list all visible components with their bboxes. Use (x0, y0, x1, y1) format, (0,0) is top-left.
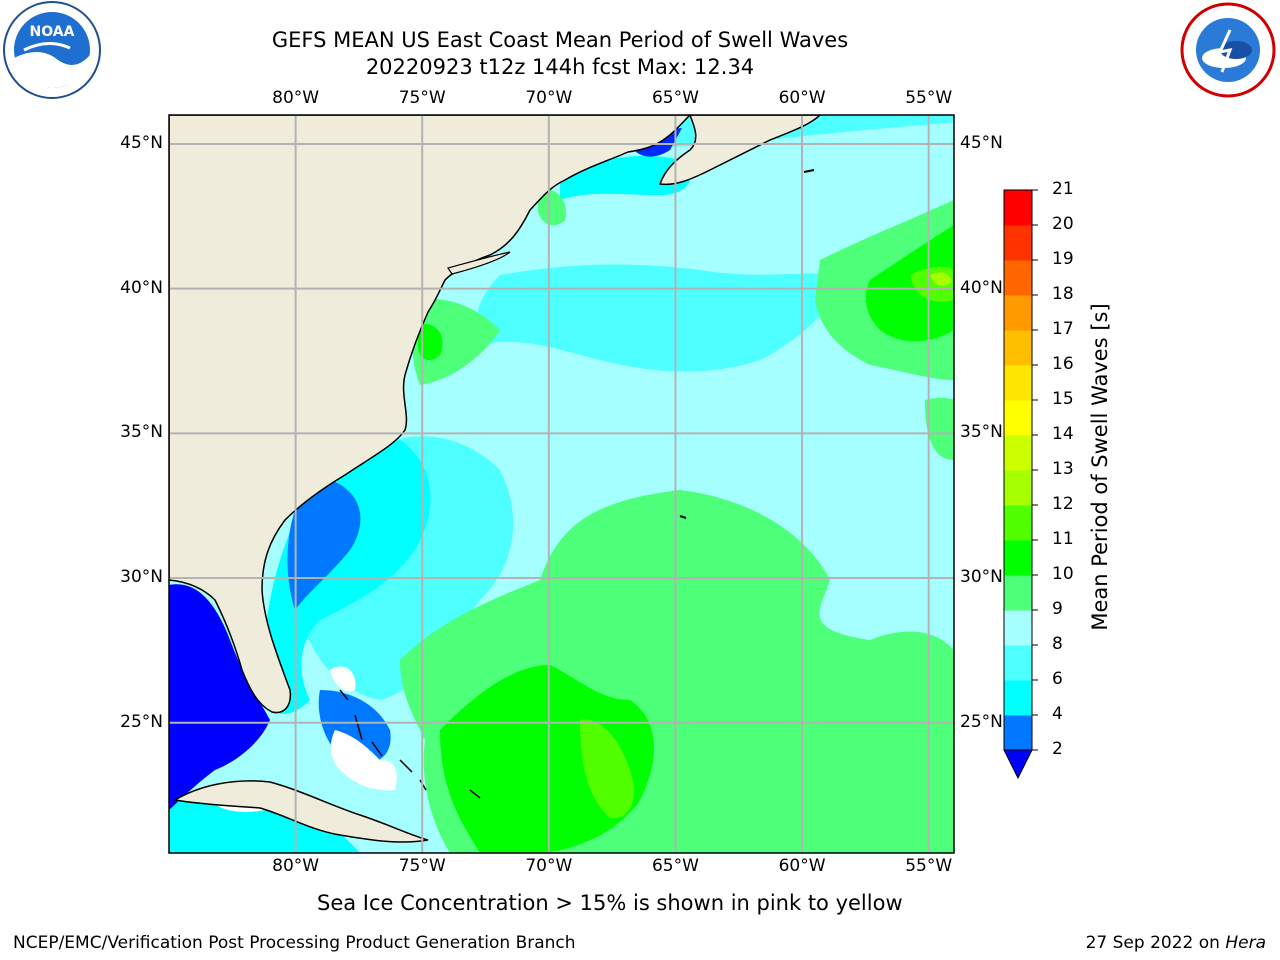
colorbar-segment-9 (1004, 400, 1032, 436)
field-gulf-low (169, 584, 270, 810)
lat-label-left-3: 30°N (120, 567, 163, 588)
colorbar-under-arrow (1003, 749, 1033, 780)
lat-label-right-1: 40°N (960, 277, 1003, 298)
colorbar-tick-label-2: 6 (1052, 669, 1063, 689)
lon-label-bottom-2: 70°W (525, 856, 573, 876)
colorbar-tick-label-6: 11 (1052, 529, 1074, 549)
colorbar-tick-label-13: 18 (1052, 284, 1074, 304)
colorbar (1003, 189, 1038, 780)
lon-label-bottom-3: 65°W (651, 856, 699, 876)
field-11-12s-south (580, 719, 634, 819)
colorbar-tick-label-9: 14 (1052, 424, 1074, 444)
colorbar-segment-7 (1004, 470, 1032, 506)
colorbar-tick-label-11: 16 (1052, 354, 1074, 374)
gridlines (169, 115, 954, 853)
land-bermuda (679, 515, 687, 519)
svg-text:NOAA: NOAA (30, 24, 75, 40)
colorbar-segment-5 (1004, 540, 1032, 576)
lon-label-top-0: 80°W (272, 88, 320, 108)
colorbar-tick-label-16: 21 (1052, 179, 1074, 199)
colorbar-tick-label-0: 2 (1052, 739, 1063, 759)
lon-label-top-5: 55°W (905, 88, 953, 108)
land-bahamas (339, 689, 481, 799)
field-4-6s-gulf (169, 790, 360, 853)
lat-label-left-2: 35°N (120, 422, 163, 443)
colorbar-segment-11 (1004, 330, 1032, 366)
colorbar-segment-8 (1004, 435, 1032, 471)
field-10-11s-virginia (418, 324, 443, 361)
colorbar-tick-label-7: 12 (1052, 494, 1074, 514)
noaa-logo: NOAA (0, 0, 104, 100)
lon-label-bottom-0: 80°W (272, 856, 320, 876)
map-frame (168, 114, 955, 854)
colorbar-segment-3 (1004, 610, 1032, 646)
colorbar-segment-4 (1004, 575, 1032, 611)
colorbar-segment-10 (1004, 365, 1032, 401)
footer-date: 27 Sep 2022 on Hera (1086, 933, 1266, 953)
field-9-10s-capecod (538, 189, 566, 226)
sea-ice-note: Sea Ice Concentration > 15% is shown in … (317, 891, 903, 915)
colorbar-segment-13 (1004, 260, 1032, 296)
lat-label-left-4: 25°N (120, 711, 163, 732)
colorbar-tick-label-15: 20 (1052, 214, 1074, 234)
lat-label-right-3: 30°N (960, 567, 1003, 588)
colorbar-segment-1 (1004, 680, 1032, 716)
field-6-8s-band (476, 264, 850, 372)
colorbar-tick-label-12: 17 (1052, 319, 1074, 339)
footer-credit: NCEP/EMC/Verification Post Processing Pr… (13, 933, 576, 953)
land-cuba (172, 780, 429, 843)
chart-title: GEFS MEAN US East Coast Mean Period of S… (271, 28, 849, 52)
land-sable-island (803, 169, 815, 173)
lat-label-left-0: 45°N (120, 132, 163, 153)
lat-label-right-2: 35°N (960, 422, 1003, 443)
nws-logo (1176, 0, 1280, 100)
colorbar-segment-14 (1004, 225, 1032, 261)
colorbar-tick-label-5: 10 (1052, 564, 1074, 584)
land-north-america (169, 115, 692, 714)
colorbar-tick-label-3: 8 (1052, 634, 1063, 654)
colorbar-segment-0 (1004, 715, 1032, 751)
lon-label-top-4: 60°W (778, 88, 826, 108)
lat-label-left-1: 40°N (120, 277, 163, 298)
field-below-range-bahamas (330, 730, 397, 791)
lon-label-top-3: 65°W (651, 88, 699, 108)
lat-label-right-0: 45°N (960, 132, 1003, 153)
colorbar-segment-6 (1004, 505, 1032, 541)
lat-label-right-4: 25°N (960, 711, 1003, 732)
colorbar-tick-label-8: 13 (1052, 459, 1074, 479)
lon-label-top-1: 75°W (398, 88, 446, 108)
field-below-range-florida (330, 666, 356, 692)
land-maritimes (658, 115, 822, 186)
colorbar-tick-label-14: 19 (1052, 249, 1074, 269)
field-10-11s-northeast (865, 225, 954, 342)
colorbar-segment-12 (1004, 295, 1032, 331)
colorbar-segment-15 (1004, 190, 1032, 226)
lon-label-top-2: 70°W (525, 88, 573, 108)
field-9-10s-virginia (412, 299, 500, 385)
footer-host: Hera (1225, 933, 1266, 953)
lon-label-bottom-1: 75°W (398, 856, 446, 876)
footer-date-text: 27 Sep 2022 on (1085, 933, 1226, 953)
chart-subtitle: 20220923 t12z 144h fcst Max: 12.34 (365, 55, 755, 79)
colorbar-tick-label-10: 15 (1052, 389, 1074, 409)
colorbar-tick-label-4: 9 (1052, 599, 1063, 619)
land-long-island (447, 251, 511, 275)
field-12-13s-max (930, 272, 952, 286)
lon-label-bottom-4: 60°W (778, 856, 826, 876)
colorbar-tick-label-1: 4 (1052, 704, 1063, 724)
lon-label-bottom-5: 55°W (905, 856, 953, 876)
colorbar-segment-2 (1004, 645, 1032, 681)
colorbar-label: Mean Period of Swell Waves [s] (1088, 303, 1112, 631)
field-9-10s-east (925, 397, 954, 460)
